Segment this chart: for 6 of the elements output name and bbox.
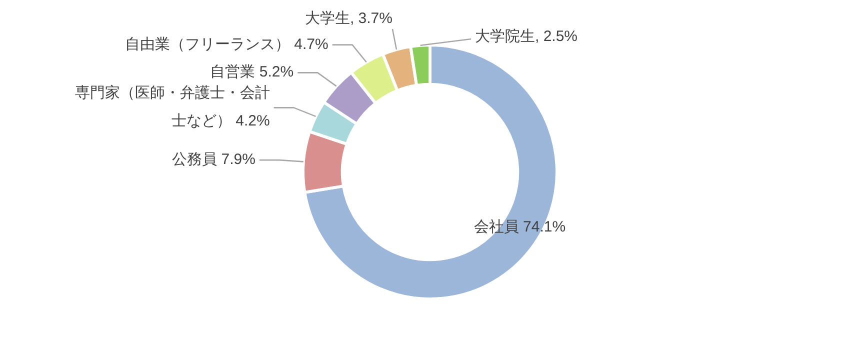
slice-label: 公務員 7.9% xyxy=(172,151,256,168)
slice-label: 自由業（フリーランス） 4.7% xyxy=(124,36,328,53)
slice-label: 大学生, 3.7% xyxy=(304,10,392,27)
slice-label: 大学院生, 2.5% xyxy=(475,28,578,45)
slice-label: 自営業 5.2% xyxy=(210,64,294,81)
slice-label: 専門家（医師・弁護士・会計士など） 4.2% xyxy=(74,84,270,130)
